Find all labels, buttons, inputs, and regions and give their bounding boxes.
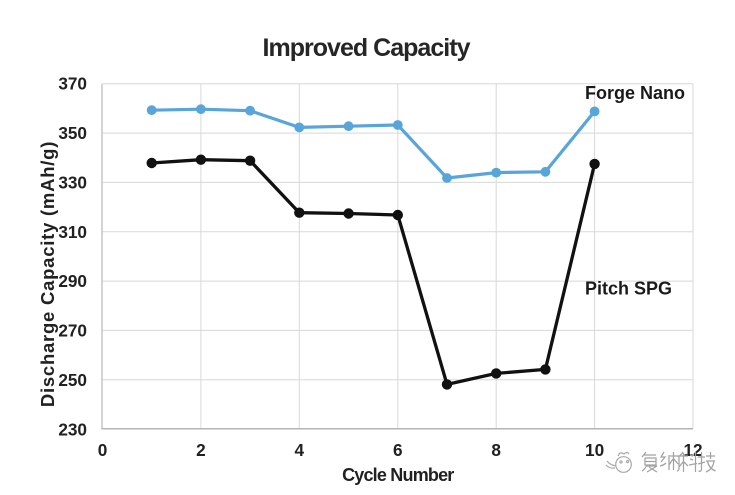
svg-text:250: 250 [58, 370, 87, 390]
svg-text:310: 310 [58, 222, 87, 242]
svg-text:370: 370 [58, 74, 87, 94]
svg-text:230: 230 [58, 420, 87, 440]
svg-text:4: 4 [295, 440, 305, 460]
svg-text:2: 2 [196, 440, 206, 460]
svg-text:290: 290 [58, 271, 87, 291]
svg-text:0: 0 [98, 440, 108, 460]
svg-text:8: 8 [491, 440, 501, 460]
svg-text:12: 12 [683, 440, 702, 460]
svg-text:350: 350 [58, 123, 87, 143]
svg-text:330: 330 [58, 172, 87, 192]
svg-text:Pitch SPG: Pitch SPG [585, 279, 672, 299]
svg-text:Cycle Number: Cycle Number [342, 465, 454, 485]
svg-text:Improved Capacity: Improved Capacity [262, 34, 470, 62]
svg-text:Forge Nano: Forge Nano [585, 83, 685, 103]
svg-text:Discharge Capacity (mAh/g): Discharge Capacity (mAh/g) [37, 141, 58, 407]
svg-text:6: 6 [393, 440, 403, 460]
svg-text:10: 10 [585, 440, 604, 460]
svg-text:270: 270 [58, 321, 87, 341]
